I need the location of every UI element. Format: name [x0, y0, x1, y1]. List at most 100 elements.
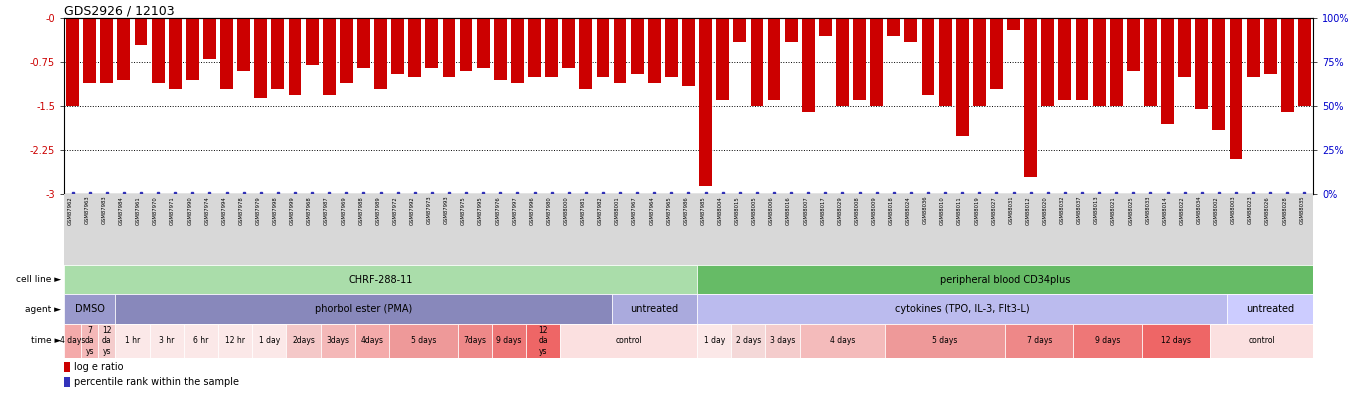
Bar: [477, 18, 489, 68]
Bar: [1058, 18, 1072, 100]
Text: GSM88009: GSM88009: [872, 196, 877, 224]
Bar: [320, 324, 355, 358]
Text: GSM87965: GSM87965: [666, 196, 671, 224]
Bar: [64, 324, 82, 358]
Text: cytokines (TPO, IL-3, Flt3-L): cytokines (TPO, IL-3, Flt3-L): [895, 304, 1030, 314]
Bar: [956, 18, 968, 136]
Bar: [511, 18, 524, 83]
Bar: [169, 18, 181, 89]
Text: GSM87989: GSM87989: [376, 196, 380, 224]
Text: GSM88000: GSM88000: [564, 196, 569, 224]
Text: GSM88010: GSM88010: [940, 196, 945, 224]
Text: 1 day: 1 day: [259, 336, 281, 345]
Text: 5 days: 5 days: [933, 336, 957, 345]
Text: time ►: time ►: [31, 336, 61, 345]
Text: GSM88023: GSM88023: [1248, 196, 1253, 224]
Bar: [716, 18, 729, 100]
Text: 12 days: 12 days: [1160, 336, 1192, 345]
Bar: [1024, 18, 1036, 177]
Bar: [494, 18, 507, 80]
Text: phorbol ester (PMA): phorbol ester (PMA): [315, 304, 413, 314]
Bar: [375, 18, 387, 89]
Bar: [853, 18, 866, 100]
Text: 9 days: 9 days: [1095, 336, 1121, 345]
Text: log e ratio: log e ratio: [74, 362, 123, 372]
Text: 7
da
ys: 7 da ys: [84, 326, 94, 356]
Text: GSM87973: GSM87973: [426, 196, 432, 224]
Text: 1 hr: 1 hr: [125, 336, 140, 345]
Bar: [612, 294, 697, 324]
Bar: [1280, 18, 1294, 112]
Text: GSM87970: GSM87970: [153, 196, 158, 224]
Bar: [1211, 324, 1313, 358]
Text: 3days: 3days: [327, 336, 349, 345]
Bar: [357, 18, 370, 68]
Bar: [665, 18, 678, 77]
Bar: [98, 324, 116, 358]
Text: GSM88034: GSM88034: [1197, 196, 1201, 224]
Bar: [870, 18, 883, 107]
Text: 3 hr: 3 hr: [159, 336, 174, 345]
Text: GSM88027: GSM88027: [992, 196, 997, 224]
Text: 4days: 4days: [361, 336, 384, 345]
Text: percentile rank within the sample: percentile rank within the sample: [74, 377, 238, 387]
Text: untreated: untreated: [1246, 304, 1294, 314]
Text: GSM88021: GSM88021: [1111, 196, 1117, 224]
Text: GSM87978: GSM87978: [238, 196, 244, 224]
Bar: [1230, 18, 1242, 159]
Bar: [1042, 18, 1054, 107]
Text: GSM87992: GSM87992: [410, 196, 415, 224]
Bar: [1141, 324, 1211, 358]
Bar: [184, 324, 218, 358]
Bar: [116, 294, 612, 324]
Text: GSM87994: GSM87994: [222, 196, 226, 224]
Bar: [1212, 18, 1226, 130]
Bar: [1126, 18, 1140, 71]
Text: control: control: [616, 336, 642, 345]
Bar: [990, 18, 1002, 89]
Bar: [1144, 18, 1156, 107]
Text: cell line ►: cell line ►: [16, 275, 61, 284]
Bar: [64, 362, 71, 372]
Text: 1 day: 1 day: [704, 336, 725, 345]
Text: GSM87998: GSM87998: [272, 196, 278, 224]
Bar: [237, 18, 251, 71]
Text: GSM87961: GSM87961: [136, 196, 142, 224]
Bar: [151, 18, 165, 83]
Text: GSM87975: GSM87975: [462, 196, 466, 224]
Text: GSM87980: GSM87980: [546, 196, 552, 224]
Bar: [697, 265, 1313, 294]
Text: GSM88018: GSM88018: [889, 196, 893, 224]
Text: GSM88004: GSM88004: [718, 196, 723, 224]
Bar: [526, 324, 560, 358]
Bar: [409, 18, 421, 77]
Text: GSM88025: GSM88025: [1128, 196, 1133, 224]
Text: GSM88033: GSM88033: [1145, 196, 1151, 224]
Bar: [563, 18, 575, 68]
Text: GSM87969: GSM87969: [342, 196, 346, 224]
Bar: [218, 324, 252, 358]
Text: GSM88014: GSM88014: [1163, 196, 1167, 224]
Bar: [355, 324, 390, 358]
Text: GSM87971: GSM87971: [170, 196, 176, 224]
Text: 3 days: 3 days: [770, 336, 795, 345]
Text: GSM87964: GSM87964: [650, 196, 654, 224]
Text: GSM87981: GSM87981: [580, 196, 586, 224]
Text: GSM87968: GSM87968: [306, 196, 312, 224]
Bar: [117, 18, 131, 80]
Text: GSM87984: GSM87984: [118, 196, 124, 224]
Text: GSM88011: GSM88011: [957, 196, 962, 224]
Text: 9 days: 9 days: [496, 336, 522, 345]
Text: GSM88022: GSM88022: [1179, 196, 1185, 224]
Text: GSM87999: GSM87999: [290, 196, 296, 224]
Bar: [697, 294, 1227, 324]
Bar: [255, 18, 267, 98]
Text: GSM88012: GSM88012: [1026, 196, 1031, 224]
Text: GSM88017: GSM88017: [820, 196, 825, 224]
Text: GSM88013: GSM88013: [1094, 196, 1099, 224]
Bar: [938, 18, 952, 107]
Bar: [64, 294, 116, 324]
Bar: [64, 265, 697, 294]
Bar: [733, 18, 746, 42]
Text: 4 days: 4 days: [60, 336, 86, 345]
